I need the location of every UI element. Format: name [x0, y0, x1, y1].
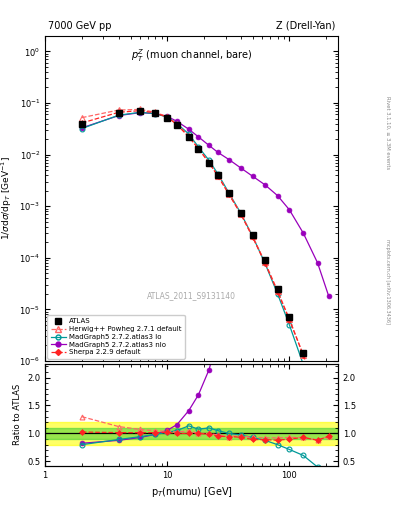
Text: Rivet 3.1.10, ≥ 3.3M events: Rivet 3.1.10, ≥ 3.3M events: [385, 96, 390, 170]
Text: ATLAS_2011_S9131140: ATLAS_2011_S9131140: [147, 291, 236, 301]
Legend: ATLAS, Herwig++ Powheg 2.7.1 default, MadGraph5 2.7.2.atlas3 lo, MadGraph5 2.7.2: ATLAS, Herwig++ Powheg 2.7.1 default, Ma…: [47, 315, 185, 359]
Text: $p_T^Z$ (muon channel, bare): $p_T^Z$ (muon channel, bare): [131, 47, 252, 64]
Bar: [45, 422, 338, 444]
Text: Z (Drell-Yan): Z (Drell-Yan): [275, 21, 335, 31]
Y-axis label: 1/$\sigma$d$\sigma$/dp$_T$ [GeV$^{-1}$]: 1/$\sigma$d$\sigma$/dp$_T$ [GeV$^{-1}$]: [0, 157, 14, 240]
X-axis label: p$_T$(mumu) [GeV]: p$_T$(mumu) [GeV]: [151, 485, 233, 499]
Y-axis label: Ratio to ATLAS: Ratio to ATLAS: [13, 384, 22, 445]
Bar: [45, 428, 338, 439]
Text: mcplots.cern.ch [arXiv:1306.3436]: mcplots.cern.ch [arXiv:1306.3436]: [385, 239, 390, 324]
Text: 7000 GeV pp: 7000 GeV pp: [48, 21, 112, 31]
